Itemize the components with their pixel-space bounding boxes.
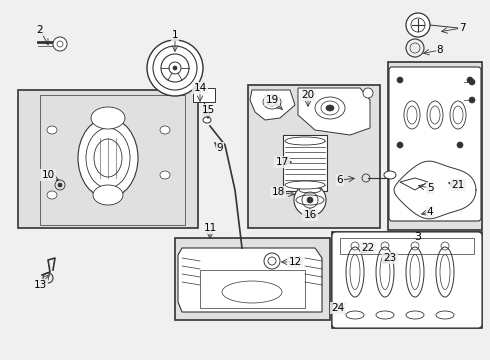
Ellipse shape bbox=[453, 106, 463, 124]
Text: 12: 12 bbox=[289, 257, 302, 267]
Circle shape bbox=[147, 40, 203, 96]
Circle shape bbox=[363, 88, 373, 98]
Circle shape bbox=[173, 66, 177, 70]
Ellipse shape bbox=[160, 171, 170, 179]
Circle shape bbox=[307, 197, 313, 203]
Bar bbox=[18, 90, 198, 228]
Bar bbox=[193, 88, 215, 102]
Bar bbox=[332, 232, 482, 328]
Ellipse shape bbox=[321, 101, 339, 115]
Bar bbox=[340, 238, 474, 254]
Ellipse shape bbox=[285, 137, 325, 145]
Ellipse shape bbox=[285, 181, 325, 189]
Text: 21: 21 bbox=[451, 180, 465, 190]
Text: 3: 3 bbox=[415, 232, 421, 242]
Ellipse shape bbox=[160, 126, 170, 134]
Polygon shape bbox=[178, 248, 322, 312]
Circle shape bbox=[58, 183, 62, 187]
Text: 14: 14 bbox=[194, 83, 207, 93]
Text: 22: 22 bbox=[362, 243, 375, 253]
Circle shape bbox=[161, 54, 189, 82]
Polygon shape bbox=[298, 88, 370, 135]
Ellipse shape bbox=[78, 118, 138, 198]
Circle shape bbox=[397, 77, 403, 83]
Text: 23: 23 bbox=[383, 253, 396, 263]
Text: 6: 6 bbox=[337, 175, 343, 185]
Text: 5: 5 bbox=[427, 183, 433, 193]
Text: 15: 15 bbox=[201, 105, 215, 115]
Text: 1: 1 bbox=[172, 30, 178, 40]
Ellipse shape bbox=[326, 105, 334, 111]
Text: 7: 7 bbox=[459, 23, 466, 33]
Ellipse shape bbox=[93, 185, 123, 205]
Text: 2: 2 bbox=[37, 25, 43, 35]
FancyBboxPatch shape bbox=[332, 232, 482, 328]
Ellipse shape bbox=[407, 106, 417, 124]
Circle shape bbox=[397, 142, 403, 148]
Ellipse shape bbox=[384, 171, 396, 179]
FancyBboxPatch shape bbox=[389, 67, 481, 221]
Bar bbox=[388, 62, 482, 230]
Ellipse shape bbox=[47, 191, 57, 199]
Circle shape bbox=[467, 77, 473, 83]
Text: 16: 16 bbox=[303, 210, 317, 220]
Bar bbox=[248, 85, 380, 228]
Bar bbox=[200, 270, 305, 308]
Circle shape bbox=[469, 79, 475, 85]
Ellipse shape bbox=[94, 139, 122, 177]
Circle shape bbox=[406, 13, 430, 37]
Circle shape bbox=[264, 253, 280, 269]
Text: 11: 11 bbox=[203, 223, 217, 233]
Text: 18: 18 bbox=[271, 187, 285, 197]
Polygon shape bbox=[250, 90, 295, 120]
Text: 13: 13 bbox=[33, 280, 47, 290]
Text: 9: 9 bbox=[217, 143, 223, 153]
Circle shape bbox=[294, 184, 326, 216]
Text: 19: 19 bbox=[266, 95, 279, 105]
Bar bbox=[175, 238, 330, 320]
Circle shape bbox=[53, 37, 67, 51]
Circle shape bbox=[469, 97, 475, 103]
Text: 24: 24 bbox=[331, 303, 344, 313]
Ellipse shape bbox=[430, 106, 440, 124]
Ellipse shape bbox=[91, 107, 125, 129]
Circle shape bbox=[457, 142, 463, 148]
Ellipse shape bbox=[203, 117, 211, 123]
Text: 10: 10 bbox=[42, 170, 54, 180]
Text: 4: 4 bbox=[427, 207, 433, 217]
Text: 20: 20 bbox=[301, 90, 315, 100]
Polygon shape bbox=[40, 95, 185, 225]
Bar bbox=[283, 135, 327, 191]
Ellipse shape bbox=[47, 126, 57, 134]
Text: 17: 17 bbox=[275, 157, 289, 167]
Text: 8: 8 bbox=[437, 45, 443, 55]
